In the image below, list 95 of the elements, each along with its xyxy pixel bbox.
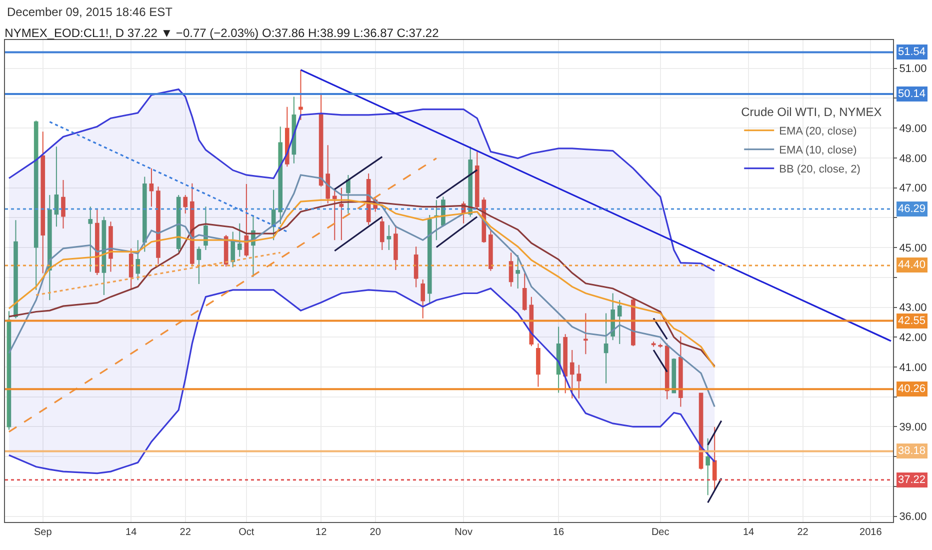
candlestick	[136, 240, 140, 281]
candlestick	[54, 146, 59, 228]
x-tick-label: Oct	[238, 527, 254, 538]
candlestick	[149, 168, 154, 208]
y-tick-label: 48.00	[899, 152, 927, 165]
legend-label: EMA (20, close)	[779, 126, 857, 138]
legend-label: BB (20, close, 2)	[779, 164, 860, 176]
candlestick	[61, 180, 66, 229]
x-tick-label: 2016	[860, 527, 882, 538]
candlestick	[346, 174, 350, 214]
candlestick	[95, 208, 100, 276]
candlestick	[244, 183, 249, 258]
y-tick-label: 42.00	[899, 332, 927, 344]
ref-line-label: 44.40	[898, 259, 926, 271]
candlestick	[332, 188, 337, 241]
candlestick	[14, 220, 18, 319]
candlestick	[196, 246, 202, 284]
candlestick	[380, 218, 384, 250]
candlestick	[434, 200, 439, 241]
candlestick	[658, 343, 662, 348]
candlestick	[570, 349, 574, 399]
line-series	[8, 88, 716, 272]
candlestick	[108, 221, 113, 272]
y-tick-label: 39.00	[899, 422, 927, 434]
x-tick-label: 16	[552, 527, 565, 538]
x-tick-label: 22	[180, 527, 192, 538]
x-tick-label: 14	[126, 527, 138, 538]
candlestick	[712, 426, 717, 491]
candlestick	[102, 216, 106, 296]
candlestick	[271, 189, 276, 241]
candlestick	[651, 341, 656, 348]
candlestick	[427, 214, 432, 304]
candlestick	[508, 252, 514, 288]
candlestick	[414, 246, 418, 288]
x-tick-label: Nov	[454, 527, 472, 538]
candlestick	[420, 279, 426, 319]
candlestick	[40, 131, 46, 274]
y-tick-label: 41.00	[899, 362, 927, 374]
chart-title: NYMEX_EOD:CL1!, D 37.22 ▼ −0.77 (−2.03%) O:37.86 H:38.99 L:36.87 C:37.22	[4, 26, 440, 40]
candlestick	[576, 364, 582, 399]
candlestick	[237, 222, 242, 258]
candlestick	[563, 334, 568, 394]
candlestick	[617, 300, 622, 345]
candlestick	[34, 120, 38, 290]
candlestick	[522, 272, 527, 312]
ref-line-label: 40.26	[898, 383, 926, 395]
candlestick	[88, 206, 93, 272]
candlestick	[156, 186, 160, 264]
candlestick	[394, 224, 398, 270]
x-tick-label: Sep	[34, 527, 52, 538]
x-tick-label: Dec	[651, 527, 670, 538]
candlestick	[339, 187, 344, 241]
line-series	[8, 174, 716, 408]
ref-line-label: 46.29	[898, 203, 926, 215]
ref-line-label: 50.14	[898, 88, 926, 100]
candlestick	[556, 326, 561, 394]
candlestick	[142, 176, 147, 252]
ref-line-label: 38.18	[898, 445, 926, 457]
ref-line-label: 42.55	[898, 315, 926, 327]
candlestick	[474, 151, 480, 209]
y-tick-label: 47.00	[899, 182, 927, 195]
candlestick	[318, 94, 324, 188]
candlestick	[278, 126, 283, 224]
candlestick	[298, 69, 303, 121]
x-tick-label: 12	[316, 527, 328, 538]
candlestick	[672, 358, 676, 394]
candlestick	[386, 224, 392, 250]
legend-title: Crude Oil WTI, D, NYMEX	[741, 104, 882, 119]
candlestick	[284, 106, 290, 168]
text: December 09, 2015 18:46 EST	[7, 5, 174, 19]
candlestick	[176, 194, 181, 252]
candlestick	[664, 342, 670, 400]
ref-line-label: 37.22	[898, 474, 926, 486]
x-tick-label: 22	[797, 527, 809, 538]
x-tick-label: 14	[742, 527, 755, 538]
candlestick	[326, 144, 330, 204]
y-tick-label: 49.00	[899, 122, 927, 135]
candlestick	[678, 336, 683, 408]
ref-line-label: 51.54	[898, 46, 926, 58]
legend-label: EMA (10, close)	[779, 144, 857, 157]
y-tick-label: 36.00	[899, 511, 927, 524]
y-tick-label: 45.00	[899, 242, 927, 254]
candlestick	[604, 312, 608, 384]
candlestick	[488, 229, 493, 272]
candlestick	[183, 194, 188, 214]
y-tick-label: 43.00	[899, 302, 927, 314]
x-tick-label: 20	[370, 527, 382, 538]
candlestick	[516, 254, 520, 289]
line-series	[8, 288, 716, 474]
candlestick	[706, 438, 710, 496]
y-tick-label: 51.00	[899, 63, 927, 76]
candlestick	[536, 342, 540, 388]
candlestick	[584, 312, 588, 355]
candlestick	[128, 248, 134, 289]
candlestick	[48, 194, 52, 301]
